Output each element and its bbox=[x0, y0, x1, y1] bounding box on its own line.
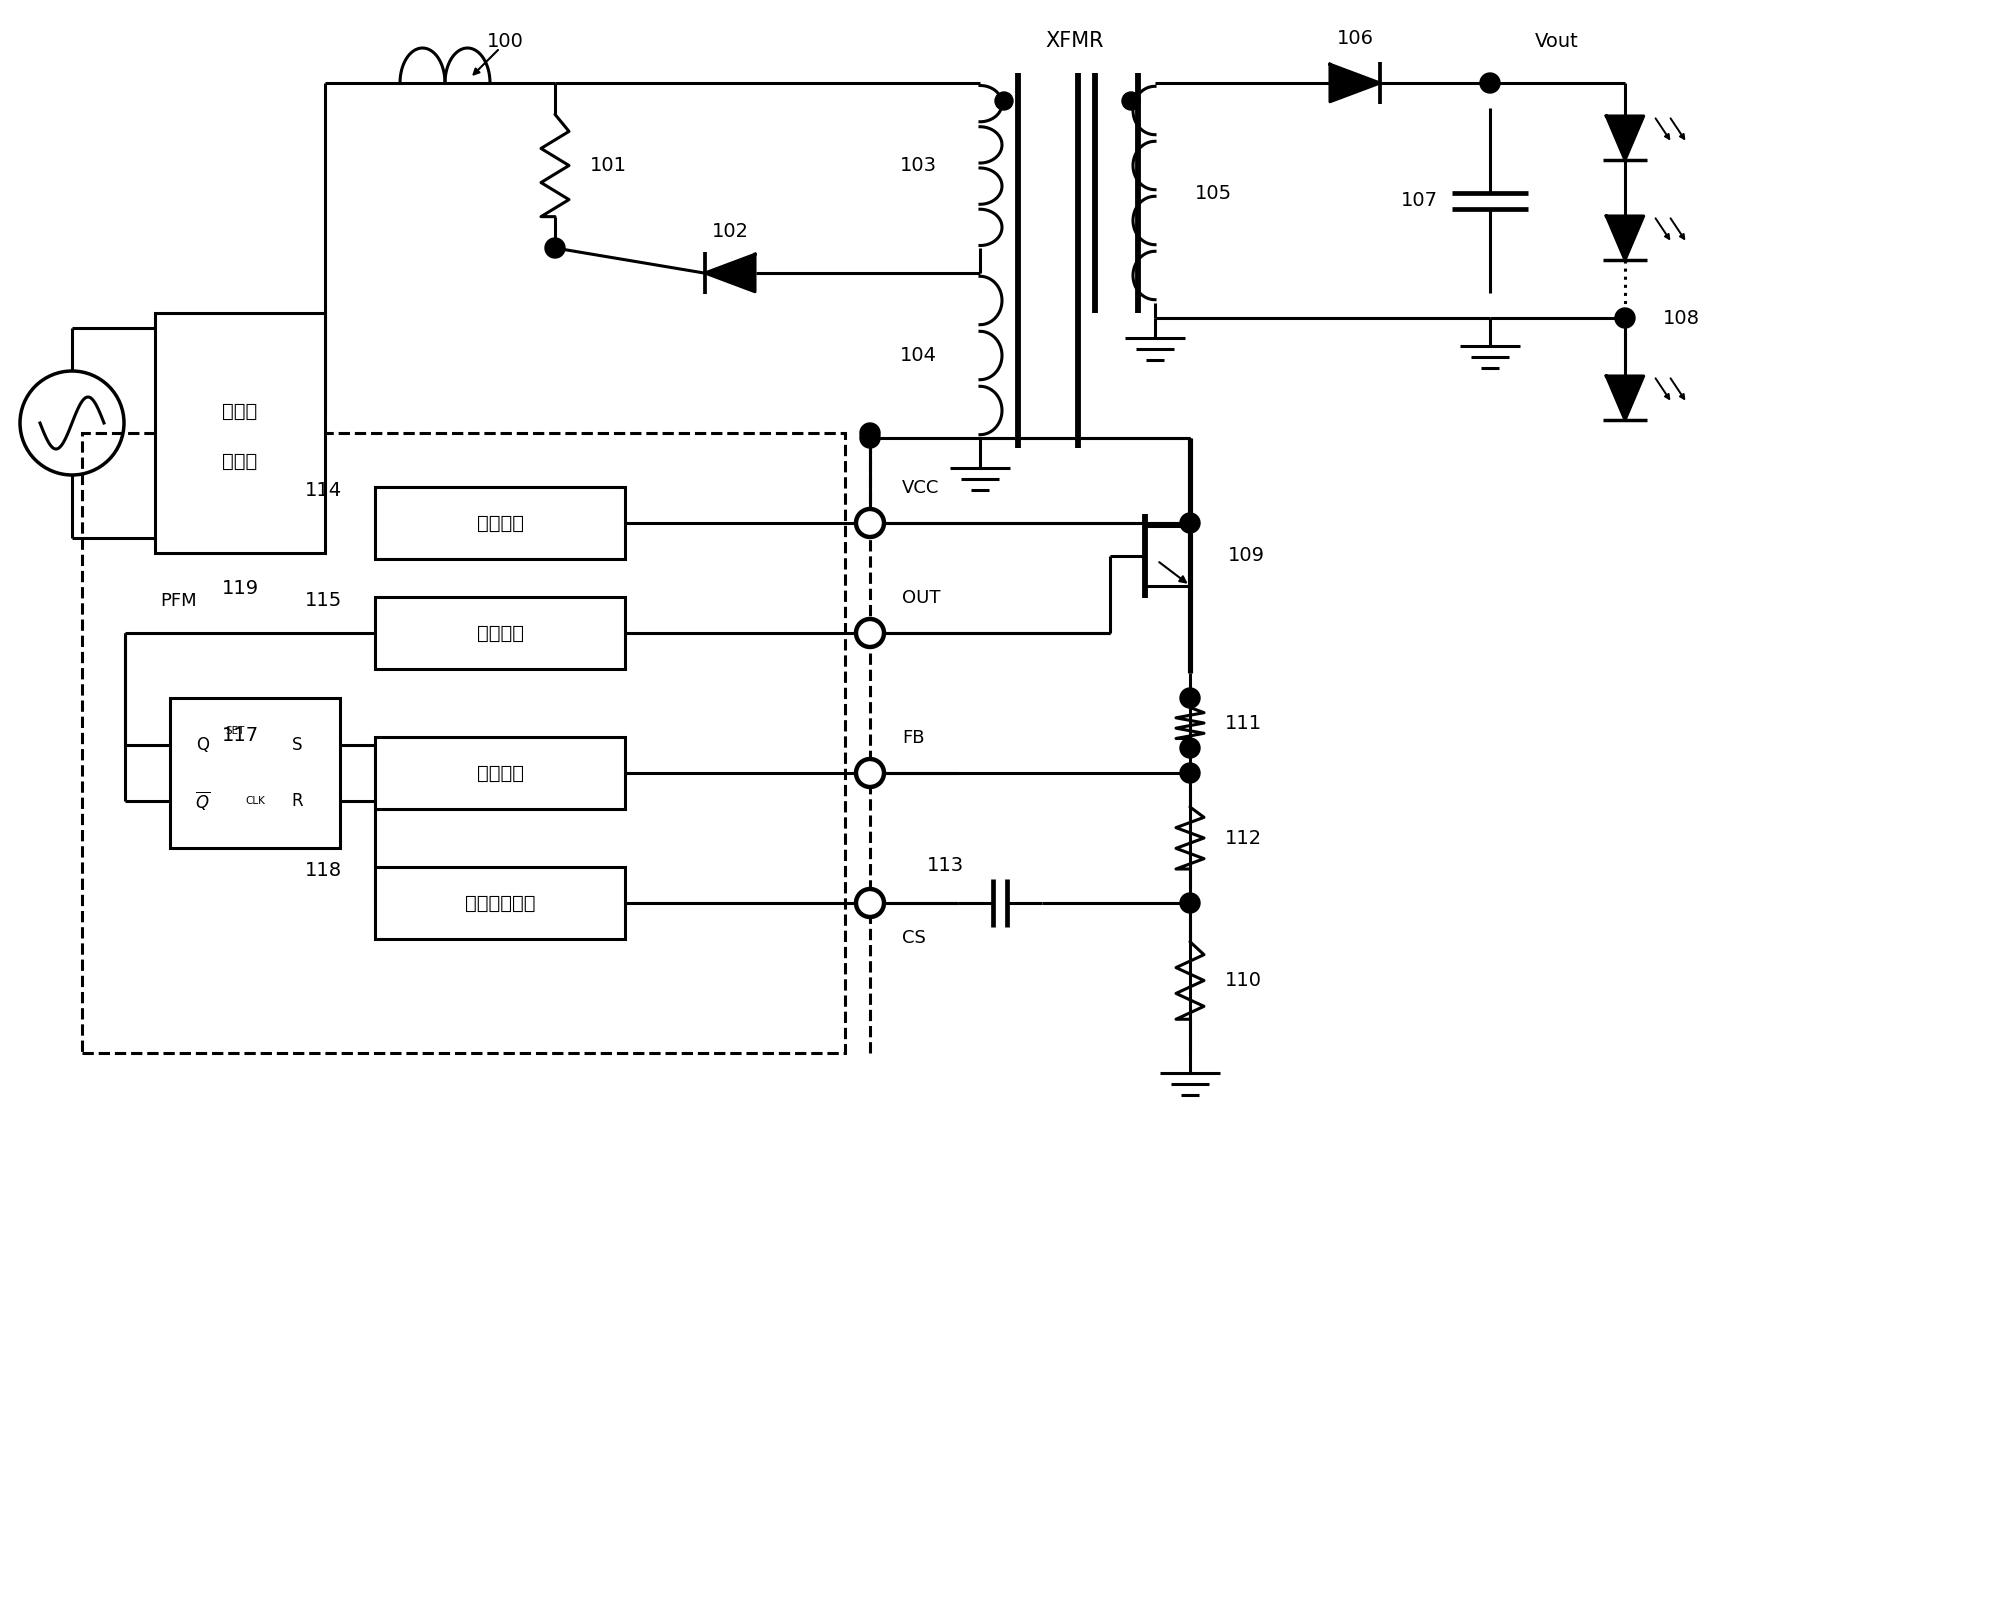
Bar bbox=[375, 867, 624, 939]
Text: SET: SET bbox=[225, 726, 245, 736]
Circle shape bbox=[1180, 763, 1200, 782]
Text: PFM: PFM bbox=[161, 592, 197, 611]
Text: 109: 109 bbox=[1228, 547, 1264, 564]
Text: 103: 103 bbox=[899, 155, 935, 175]
Circle shape bbox=[1122, 91, 1140, 111]
Circle shape bbox=[1180, 688, 1200, 709]
Text: 112: 112 bbox=[1224, 829, 1262, 848]
Circle shape bbox=[1180, 513, 1200, 534]
Text: CLK: CLK bbox=[245, 797, 265, 806]
Text: 驱动模块: 驱动模块 bbox=[476, 624, 524, 643]
Text: 115: 115 bbox=[305, 590, 341, 609]
Text: 106: 106 bbox=[1337, 29, 1373, 48]
Circle shape bbox=[1614, 308, 1634, 329]
Text: 流电路: 流电路 bbox=[223, 452, 257, 471]
Text: R: R bbox=[291, 792, 303, 810]
Text: CS: CS bbox=[901, 930, 925, 947]
Text: Vout: Vout bbox=[1533, 32, 1578, 51]
Circle shape bbox=[857, 760, 881, 785]
Text: 104: 104 bbox=[899, 346, 935, 365]
Text: 107: 107 bbox=[1401, 191, 1437, 210]
Text: 供电模块: 供电模块 bbox=[476, 513, 524, 532]
Text: 117: 117 bbox=[221, 726, 259, 744]
Circle shape bbox=[1180, 737, 1200, 758]
Polygon shape bbox=[1329, 64, 1379, 101]
Text: OUT: OUT bbox=[901, 588, 939, 608]
Text: XFMR: XFMR bbox=[1046, 30, 1104, 51]
Text: 开通控制: 开通控制 bbox=[476, 763, 524, 782]
Circle shape bbox=[857, 510, 881, 535]
Circle shape bbox=[1180, 893, 1200, 914]
Text: 110: 110 bbox=[1224, 971, 1260, 991]
Text: 102: 102 bbox=[710, 221, 749, 240]
Text: VCC: VCC bbox=[901, 479, 939, 497]
Polygon shape bbox=[704, 255, 755, 292]
Polygon shape bbox=[1606, 216, 1644, 260]
Circle shape bbox=[857, 620, 881, 646]
Circle shape bbox=[859, 423, 879, 442]
Text: 恒流控制模块: 恒流控制模块 bbox=[464, 893, 536, 912]
Text: 100: 100 bbox=[486, 32, 524, 51]
Bar bbox=[171, 697, 339, 848]
Text: 116: 116 bbox=[305, 731, 341, 750]
Text: 111: 111 bbox=[1224, 713, 1262, 733]
Text: 114: 114 bbox=[305, 481, 341, 500]
Text: 101: 101 bbox=[590, 155, 626, 175]
Text: FB: FB bbox=[901, 729, 923, 747]
Bar bbox=[82, 433, 845, 1053]
Circle shape bbox=[857, 891, 881, 915]
Text: 108: 108 bbox=[1662, 308, 1700, 327]
Text: Q: Q bbox=[197, 736, 209, 753]
Circle shape bbox=[544, 237, 564, 258]
Circle shape bbox=[1479, 74, 1499, 93]
Text: S: S bbox=[291, 736, 303, 753]
Polygon shape bbox=[1606, 377, 1644, 420]
Bar bbox=[375, 487, 624, 559]
Text: 105: 105 bbox=[1194, 183, 1230, 202]
Text: 118: 118 bbox=[305, 861, 341, 880]
Bar bbox=[375, 737, 624, 810]
Polygon shape bbox=[1606, 115, 1644, 160]
Text: $\overline{Q}$: $\overline{Q}$ bbox=[195, 790, 211, 813]
Bar bbox=[155, 313, 325, 553]
Circle shape bbox=[995, 91, 1012, 111]
Text: 桥式整: 桥式整 bbox=[223, 401, 257, 420]
Circle shape bbox=[859, 428, 879, 447]
Text: 119: 119 bbox=[221, 579, 259, 598]
Text: 113: 113 bbox=[925, 856, 963, 875]
Bar bbox=[375, 596, 624, 668]
